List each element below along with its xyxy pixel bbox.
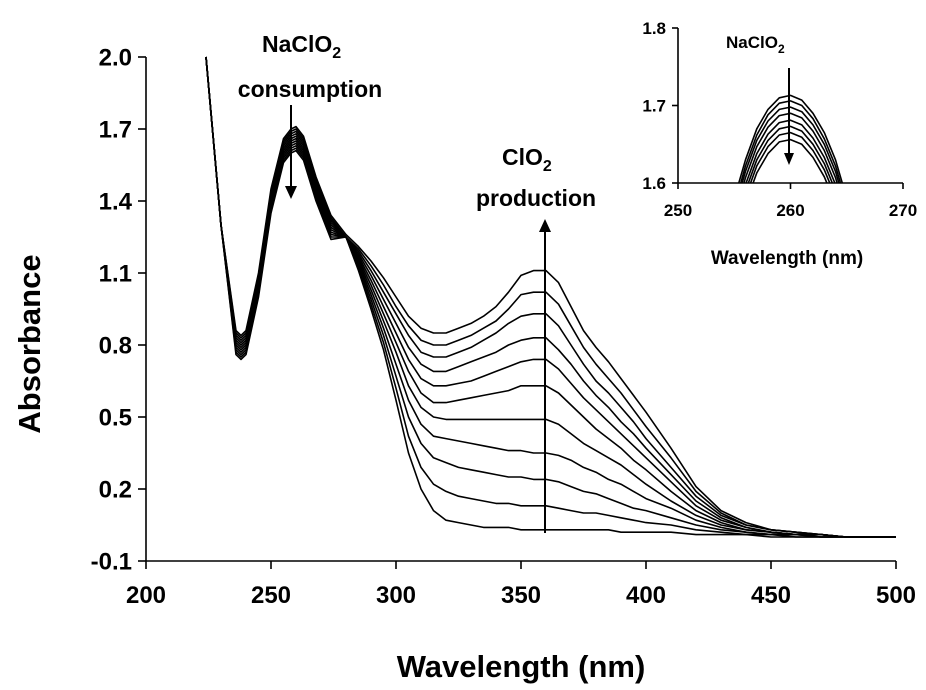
main-y-tick-label: 2.0 xyxy=(99,45,132,72)
main-y-tick-label: -0.1 xyxy=(91,549,132,576)
inset-y-ticks: 1.6 1.7 1.8 xyxy=(642,19,678,193)
inset-series-4 xyxy=(743,112,838,183)
main-y-tick-label: 1.7 xyxy=(99,117,132,144)
production-label-line2: production xyxy=(476,185,596,211)
inset-annotation-label: NaClO2 xyxy=(726,33,785,56)
inset-series-2 xyxy=(739,100,842,183)
consumption-label-line2: consumption xyxy=(238,76,382,102)
main-x-tick-label: 300 xyxy=(376,582,416,609)
main-x-tick-label: 400 xyxy=(626,582,666,609)
main-x-tick-label: 450 xyxy=(751,582,791,609)
inset-series-7 xyxy=(749,131,831,183)
main-x-tick-label: 250 xyxy=(251,582,291,609)
inset-series-6 xyxy=(747,125,834,183)
main-series-2 xyxy=(205,56,896,538)
inset-arrow-head xyxy=(784,153,794,165)
inset-curves xyxy=(737,94,844,183)
inset-series-8 xyxy=(752,138,828,183)
main-series-9 xyxy=(205,56,896,538)
inset-y-tick-label: 1.6 xyxy=(642,174,666,193)
main-x-ticks: 200 250 300 350 400 450 500 xyxy=(126,561,916,609)
main-series-1 xyxy=(205,56,896,538)
main-y-tick-label: 0.2 xyxy=(99,477,132,504)
main-y-tick-label: 0.5 xyxy=(99,405,132,432)
production-arrow-head xyxy=(539,219,551,232)
inset-x-tick-label: 250 xyxy=(664,201,692,220)
main-series-11 xyxy=(205,56,896,538)
inset-x-axis-title: Wavelength (nm) xyxy=(711,248,863,269)
main-x-tick-label: 350 xyxy=(501,582,541,609)
main-series-10 xyxy=(205,56,896,538)
consumption-annotation: NaClO2 consumption xyxy=(238,31,382,199)
production-label-line1: ClO2 xyxy=(502,144,552,175)
main-curves xyxy=(205,56,896,538)
main-y-tick-label: 1.1 xyxy=(99,261,132,288)
main-y-tick-label: 0.8 xyxy=(99,333,132,360)
main-series-4 xyxy=(205,56,896,538)
main-x-axis-title: Wavelength (nm) xyxy=(397,649,646,684)
main-series-6 xyxy=(205,56,896,538)
main-y-tick-label: 1.4 xyxy=(99,189,133,216)
main-chart: -0.1 0.2 0.5 0.8 1.1 1.4 1.7 2.0 200 250 300 350 40… xyxy=(12,31,916,684)
main-y-axis-title: Absorbance xyxy=(12,254,47,433)
consumption-arrow-head xyxy=(285,186,297,199)
consumption-label-line1: NaClO2 xyxy=(262,31,341,62)
main-x-tick-label: 200 xyxy=(126,582,166,609)
inset-series-3 xyxy=(741,106,840,183)
inset-x-tick-label: 270 xyxy=(889,201,917,220)
main-series-8 xyxy=(205,56,896,538)
inset-x-tick-label: 260 xyxy=(776,201,804,220)
main-x-tick-label: 500 xyxy=(876,582,916,609)
inset-series-1 xyxy=(737,94,844,183)
main-y-ticks: -0.1 0.2 0.5 0.8 1.1 1.4 1.7 2.0 xyxy=(91,45,146,576)
inset-x-ticks: 250 260 270 xyxy=(664,183,917,220)
main-series-5 xyxy=(205,56,896,538)
inset-annotation: NaClO2 xyxy=(726,33,794,165)
production-annotation: ClO2 production xyxy=(476,144,596,533)
main-series-3 xyxy=(205,56,896,538)
inset-chart: 1.6 1.7 1.8 250 260 270 Wavelength (nm) NaCl… xyxy=(642,19,917,269)
inset-y-tick-label: 1.8 xyxy=(642,19,666,38)
inset-y-tick-label: 1.7 xyxy=(642,97,666,116)
main-series-7 xyxy=(205,56,896,538)
inset-series-5 xyxy=(745,119,836,183)
